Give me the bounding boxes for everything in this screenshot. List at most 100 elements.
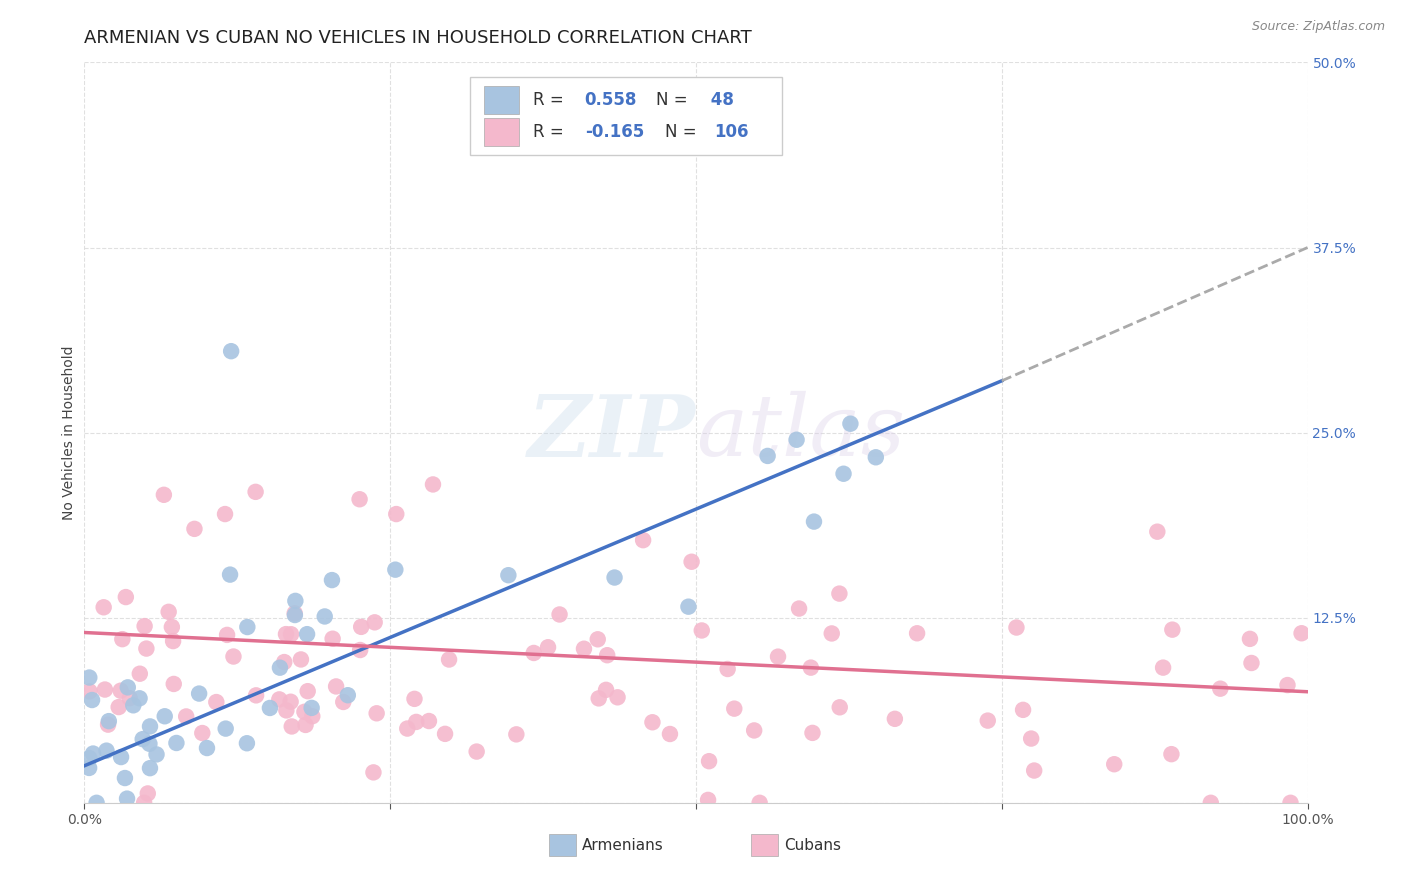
Point (280, 627, 302, 641)
Point (363, 615, 385, 630)
Point (1019, 731, 1042, 746)
Point (883, 712, 905, 726)
Point (321, 573, 343, 587)
Point (274, 627, 297, 641)
Point (114, 590, 136, 604)
Point (396, 722, 419, 736)
Point (153, 488, 176, 502)
FancyBboxPatch shape (484, 87, 519, 114)
Point (284, 607, 307, 622)
Point (80, 693, 103, 707)
Point (603, 570, 626, 584)
Point (1279, 796, 1302, 810)
Point (139, 761, 162, 775)
Point (465, 745, 488, 759)
Point (162, 634, 184, 648)
Point (139, 719, 162, 733)
Point (174, 709, 197, 723)
Point (1146, 524, 1168, 539)
Point (97, 717, 120, 731)
Point (384, 563, 406, 577)
Text: -0.165: -0.165 (585, 123, 644, 141)
Point (977, 714, 1000, 728)
Point (219, 567, 242, 582)
Point (865, 450, 887, 465)
Point (191, 726, 214, 740)
Point (107, 700, 129, 714)
Text: R =: R = (533, 123, 569, 141)
Point (548, 607, 571, 622)
Point (717, 662, 740, 676)
Point (111, 632, 134, 647)
Point (79, 684, 101, 698)
Point (905, 626, 928, 640)
Text: atlas: atlas (696, 392, 905, 474)
Point (498, 568, 520, 582)
Text: N =: N = (665, 123, 702, 141)
Point (523, 646, 546, 660)
Point (259, 701, 281, 715)
Point (658, 727, 681, 741)
Point (94, 682, 117, 697)
Point (336, 688, 359, 702)
Point (1160, 747, 1182, 761)
Text: 48: 48 (704, 91, 734, 109)
Point (1291, 626, 1313, 640)
Point (128, 666, 150, 681)
Point (631, 533, 654, 548)
Point (134, 619, 156, 633)
Point (595, 682, 617, 697)
FancyBboxPatch shape (550, 834, 576, 856)
Point (284, 607, 307, 621)
Point (1012, 703, 1035, 717)
Point (215, 722, 238, 736)
Point (405, 714, 427, 729)
Point (217, 628, 239, 642)
Point (437, 652, 460, 666)
Point (1152, 660, 1174, 674)
Text: N =: N = (655, 91, 693, 109)
Point (418, 714, 440, 728)
FancyBboxPatch shape (470, 78, 782, 155)
Point (136, 787, 159, 801)
Point (222, 649, 245, 664)
Point (117, 681, 139, 695)
Point (79, 671, 101, 685)
Point (332, 695, 354, 709)
Point (349, 492, 371, 507)
Point (322, 632, 344, 646)
FancyBboxPatch shape (484, 118, 519, 146)
Point (110, 750, 132, 764)
Point (290, 652, 312, 666)
Point (314, 609, 336, 624)
Point (128, 691, 150, 706)
Point (1005, 621, 1028, 635)
Text: 0.558: 0.558 (585, 91, 637, 109)
Point (748, 796, 770, 810)
Point (821, 626, 844, 640)
Point (586, 632, 609, 647)
Point (77, 751, 100, 765)
Point (138, 737, 160, 751)
Point (195, 741, 218, 756)
Point (1024, 764, 1046, 778)
Point (537, 640, 560, 655)
Text: 106: 106 (714, 123, 749, 141)
Point (214, 507, 236, 521)
Point (183, 522, 205, 536)
Point (434, 727, 457, 741)
Point (131, 732, 153, 747)
Point (284, 594, 307, 608)
Point (245, 689, 267, 703)
Point (801, 726, 824, 740)
Point (115, 791, 138, 805)
Point (153, 709, 176, 723)
Point (301, 701, 323, 715)
Point (422, 477, 444, 491)
Point (93, 600, 115, 615)
Point (97, 714, 120, 728)
Point (839, 417, 862, 431)
Point (145, 747, 167, 762)
Point (269, 661, 291, 675)
Point (641, 715, 664, 730)
